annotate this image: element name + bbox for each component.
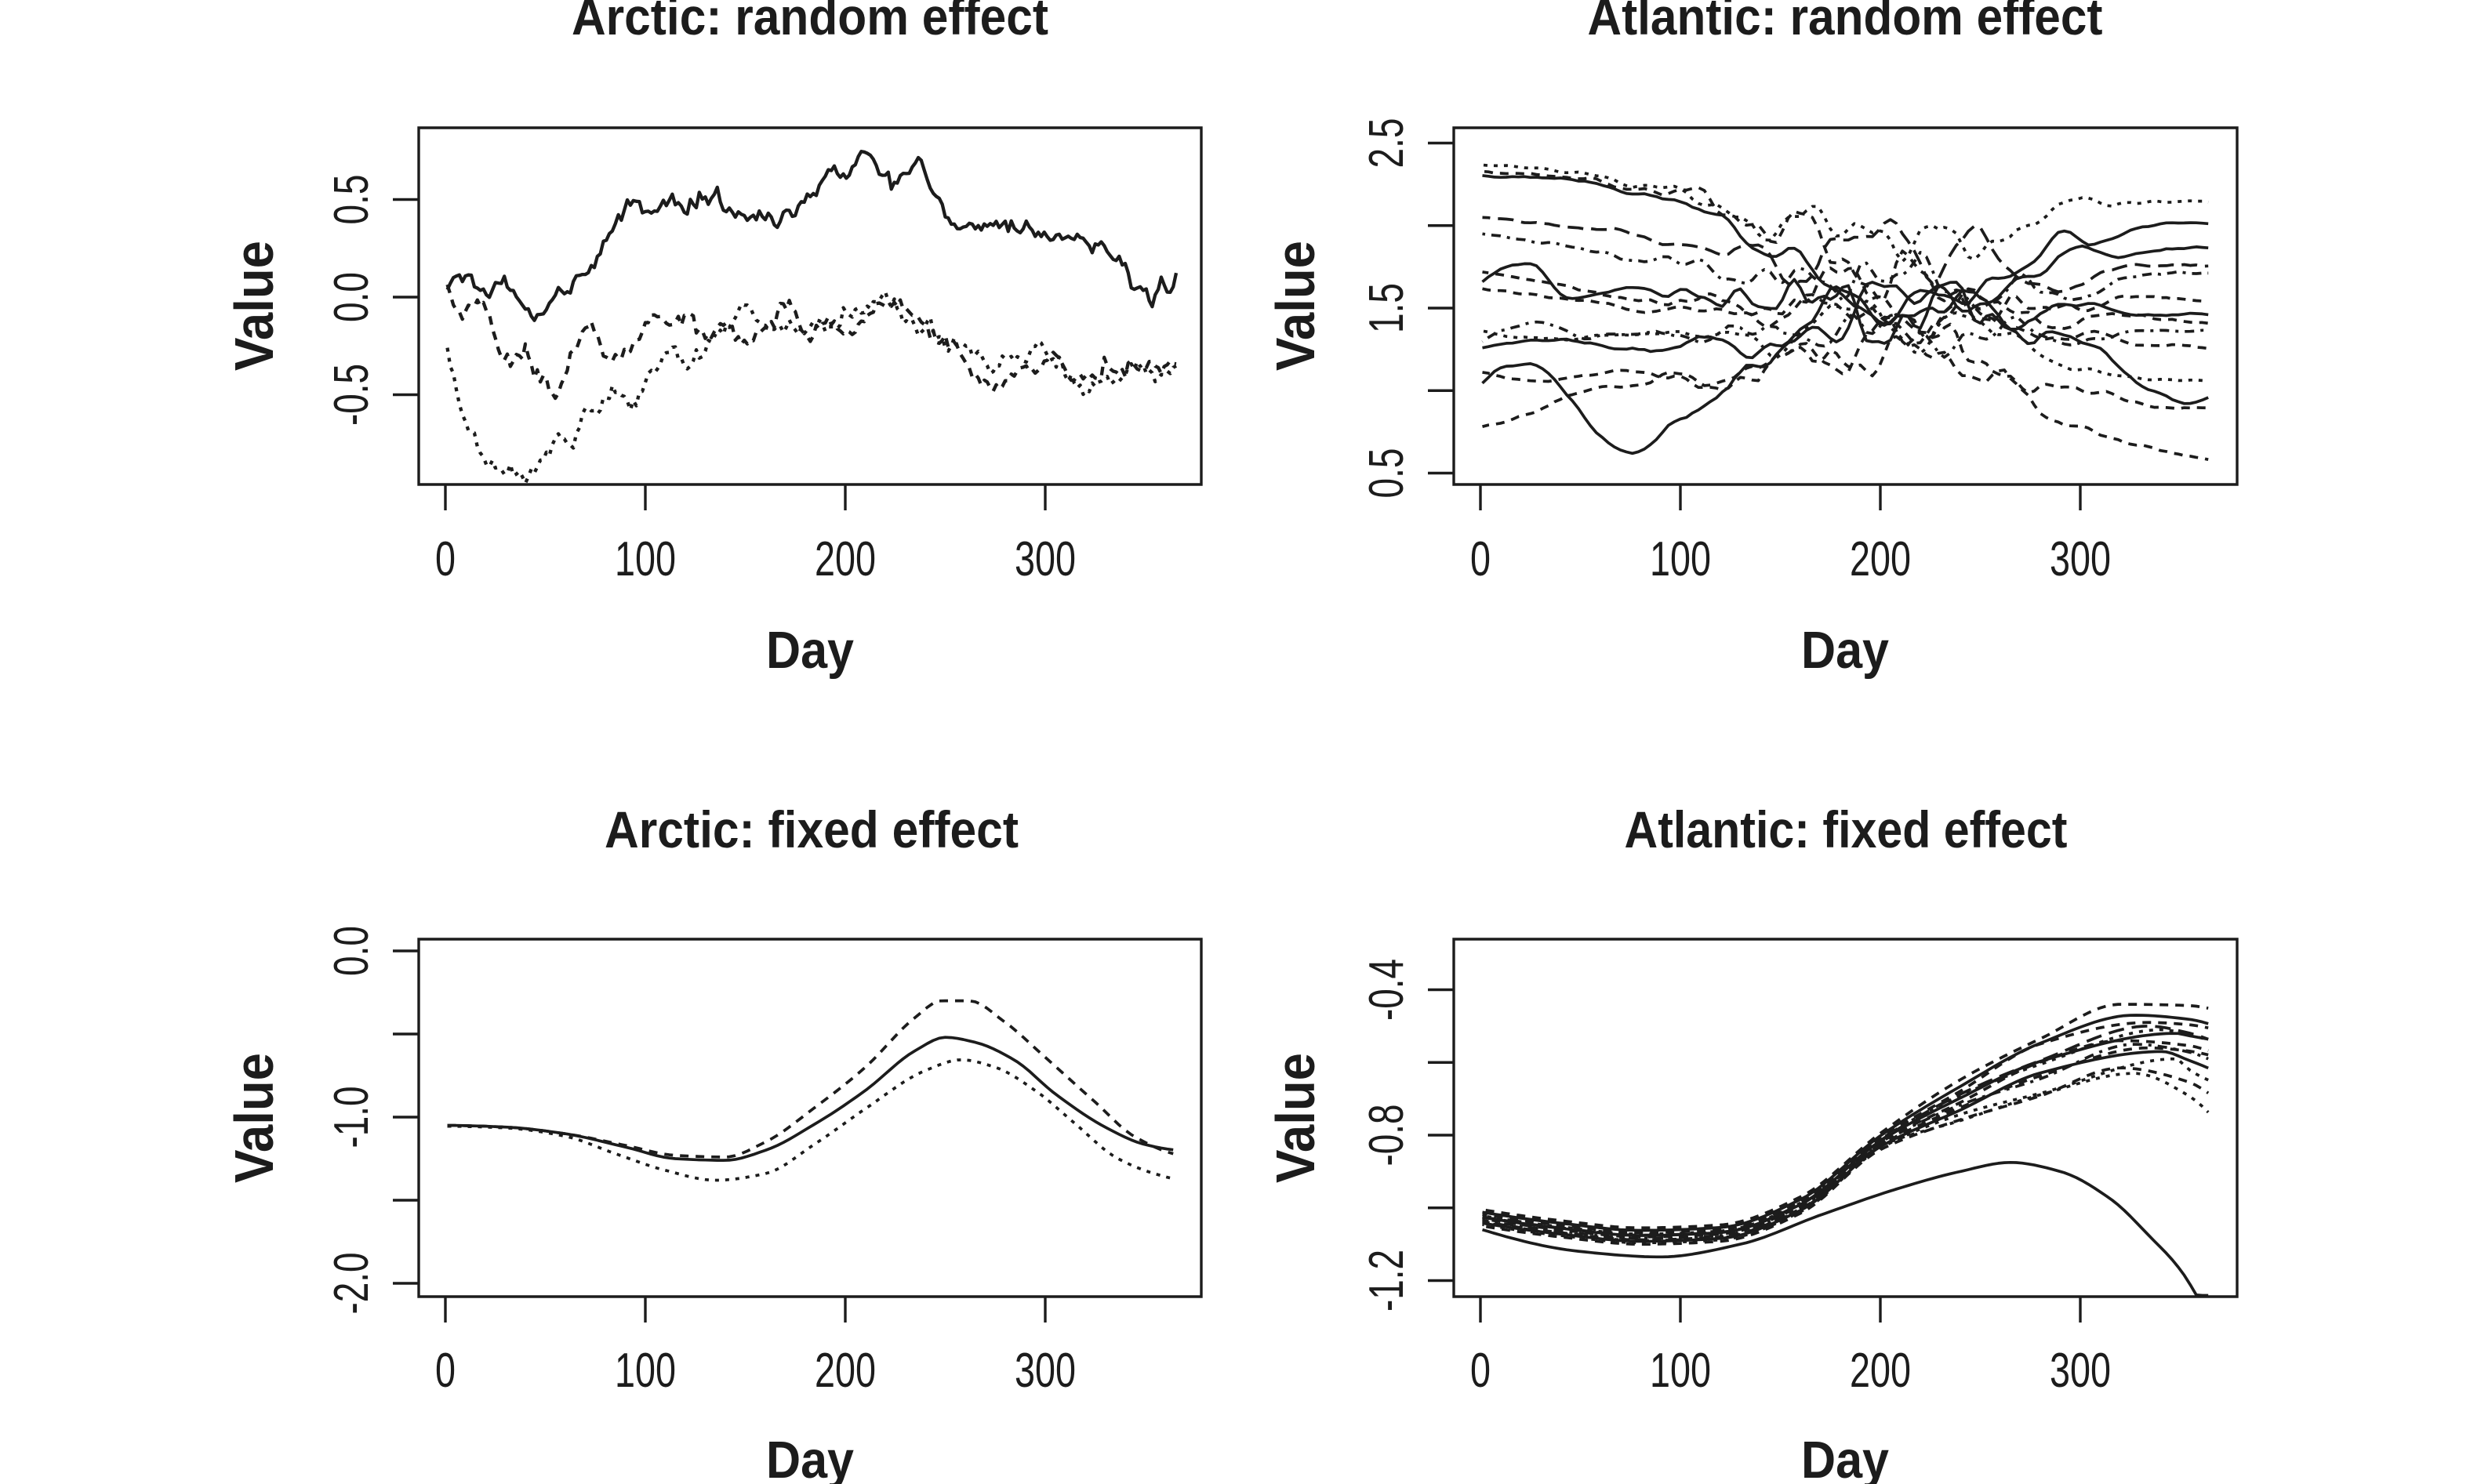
svg-text:Atlantic: fixed effect: Atlantic: fixed effect: [1625, 800, 2068, 858]
svg-text:300: 300: [1015, 1344, 1076, 1398]
svg-text:Value: Value: [223, 1053, 285, 1183]
svg-text:200: 200: [1850, 1344, 1911, 1398]
svg-text:-0.4: -0.4: [1360, 959, 1414, 1021]
svg-text:200: 200: [815, 1344, 876, 1398]
svg-text:Value: Value: [1265, 1053, 1326, 1183]
svg-text:Day: Day: [766, 1431, 854, 1484]
svg-text:-1.2: -1.2: [1360, 1250, 1414, 1312]
svg-text:0.0: 0.0: [325, 926, 379, 976]
svg-text:Day: Day: [1801, 621, 1889, 680]
svg-text:Value: Value: [1265, 241, 1326, 371]
svg-text:-0.8: -0.8: [1360, 1105, 1414, 1167]
svg-text:Arctic: fixed effect: Arctic: fixed effect: [605, 800, 1019, 858]
svg-text:Arctic: random effect: Arctic: random effect: [572, 0, 1048, 45]
svg-text:200: 200: [1850, 532, 1911, 586]
svg-text:100: 100: [615, 532, 676, 586]
svg-text:-2.0: -2.0: [325, 1253, 379, 1315]
svg-text:300: 300: [2050, 1344, 2111, 1398]
svg-text:100: 100: [615, 1344, 676, 1398]
svg-text:1.5: 1.5: [1360, 283, 1414, 333]
svg-text:Value: Value: [223, 241, 285, 371]
svg-text:-0.5: -0.5: [325, 364, 379, 426]
svg-text:-1.0: -1.0: [325, 1087, 379, 1148]
svg-text:Day: Day: [766, 621, 854, 680]
svg-text:0: 0: [1470, 532, 1491, 586]
svg-text:100: 100: [1650, 1344, 1711, 1398]
svg-text:0: 0: [1470, 1344, 1491, 1398]
svg-text:2.5: 2.5: [1360, 118, 1414, 169]
svg-text:0.5: 0.5: [1360, 448, 1414, 499]
svg-text:0: 0: [435, 532, 456, 586]
svg-text:100: 100: [1650, 532, 1711, 586]
svg-text:300: 300: [1015, 532, 1076, 586]
svg-text:0: 0: [435, 1344, 456, 1398]
svg-text:200: 200: [815, 532, 876, 586]
svg-text:0.5: 0.5: [325, 175, 379, 225]
svg-text:0.0: 0.0: [325, 272, 379, 322]
svg-text:Day: Day: [1801, 1431, 1889, 1484]
svg-text:300: 300: [2050, 532, 2111, 586]
svg-text:Atlantic: random effect: Atlantic: random effect: [1588, 0, 2103, 45]
